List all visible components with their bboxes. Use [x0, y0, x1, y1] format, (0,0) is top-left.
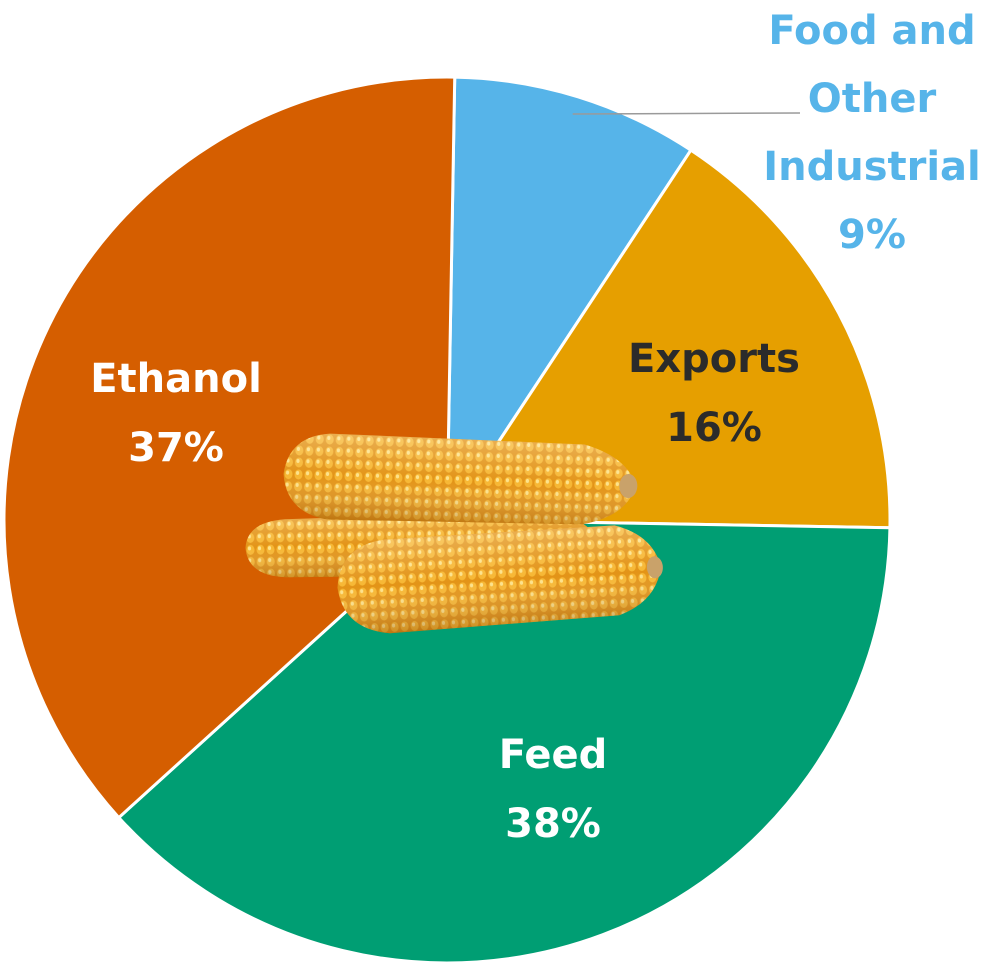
- slice-percent-ethanol: 37%: [128, 425, 224, 471]
- slice-food-and-other-industrial: [445, 75, 693, 526]
- slice-percent-exports: 16%: [666, 405, 762, 451]
- slice-percent-feed: 38%: [505, 801, 601, 847]
- slice-labels: Food and Other Industrial 9% Exports 16% Feed 3…: [90, 8, 981, 847]
- slice-label-feed: Feed: [499, 732, 608, 778]
- slice-ethanol: [2, 75, 457, 820]
- slice-label-food-and-other-industrial: Other: [808, 76, 937, 122]
- leader-line-food-and-other-industrial: [572, 112, 801, 115]
- slice-exports: [444, 148, 892, 530]
- slice-label-ethanol: Ethanol: [90, 356, 262, 402]
- leader-lines: [572, 112, 801, 115]
- corn-cob-front: [337, 525, 663, 634]
- pie-slices: [2, 75, 892, 965]
- corn-cob-top: [283, 433, 638, 525]
- slice-label-food-and-other-industrial: Industrial: [763, 144, 981, 190]
- slice-feed: [116, 518, 892, 965]
- slice-label-food-and-other-industrial: Food and: [768, 8, 975, 54]
- slice-label-exports: Exports: [628, 336, 800, 382]
- corn-cobs-image: [245, 433, 663, 634]
- slice-percent-food-and-other-industrial: 9%: [838, 212, 906, 258]
